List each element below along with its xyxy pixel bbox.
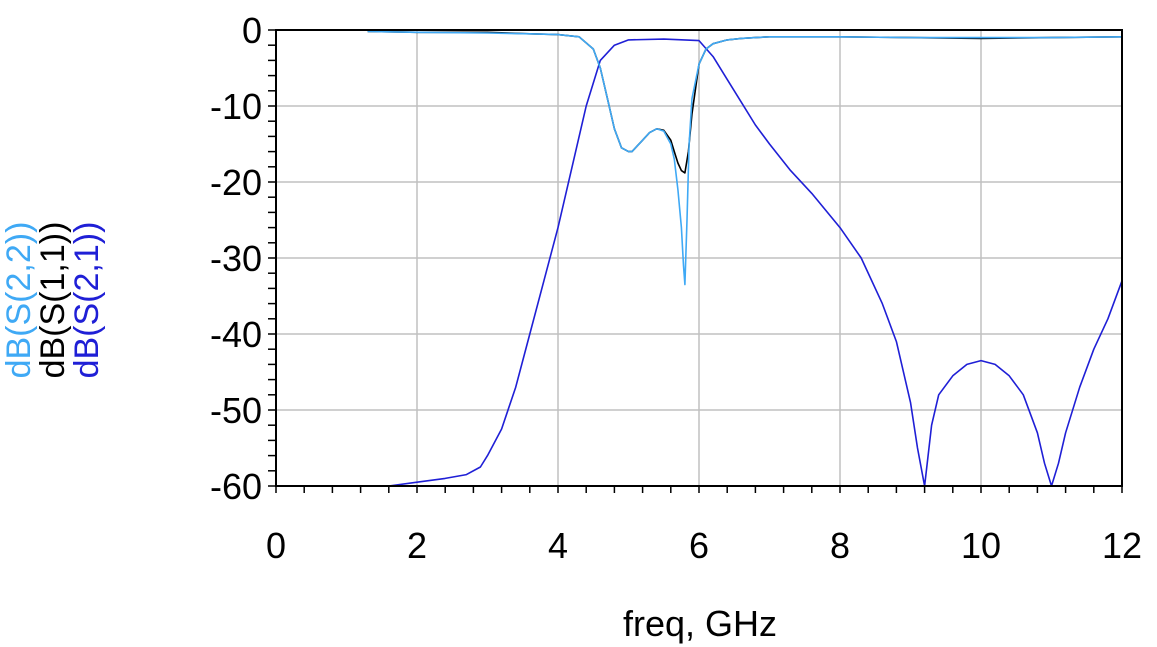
x-axis-title: freq, GHz [623, 603, 777, 644]
series-layer [367, 30, 1123, 487]
y-tick-label: -30 [210, 238, 262, 279]
legend-entry: dB(S(2,2)) [0, 222, 38, 379]
y-tick-labels: 0 -10 -20 -30 -40 -50 -60 [210, 10, 262, 507]
grid [275, 29, 1123, 487]
plot-frame [275, 29, 1123, 487]
legend-entry: dB(S(2,1)) [68, 222, 106, 379]
x-tick-label: 8 [830, 525, 850, 566]
vertical-legend: dB(S(2,2))dB(S(1,1))dB(S(2,1)) [0, 222, 106, 379]
y-tick-label: -20 [210, 162, 262, 203]
minor-ticks [268, 29, 1123, 493]
legend-entry: dB(S(1,1)) [34, 222, 72, 379]
x-tick-labels: 0 2 4 6 8 10 12 [266, 525, 1142, 566]
series-line-db-s-2-1 [367, 38, 1123, 487]
x-tick-label: 2 [407, 525, 427, 566]
series-line-db-s-2-2 [367, 30, 1123, 286]
y-tick-label: 0 [242, 10, 262, 51]
y-tick-label: -50 [210, 390, 262, 431]
x-tick-label: 4 [548, 525, 568, 566]
x-tick-label: 6 [689, 525, 709, 566]
y-tick-label: -60 [210, 466, 262, 507]
y-tick-label: -40 [210, 314, 262, 355]
x-tick-label: 10 [961, 525, 1001, 566]
x-tick-label: 0 [266, 525, 286, 566]
y-tick-label: -10 [210, 86, 262, 127]
x-tick-label: 12 [1102, 525, 1142, 566]
series-line-db-s-1-1 [367, 30, 1123, 174]
